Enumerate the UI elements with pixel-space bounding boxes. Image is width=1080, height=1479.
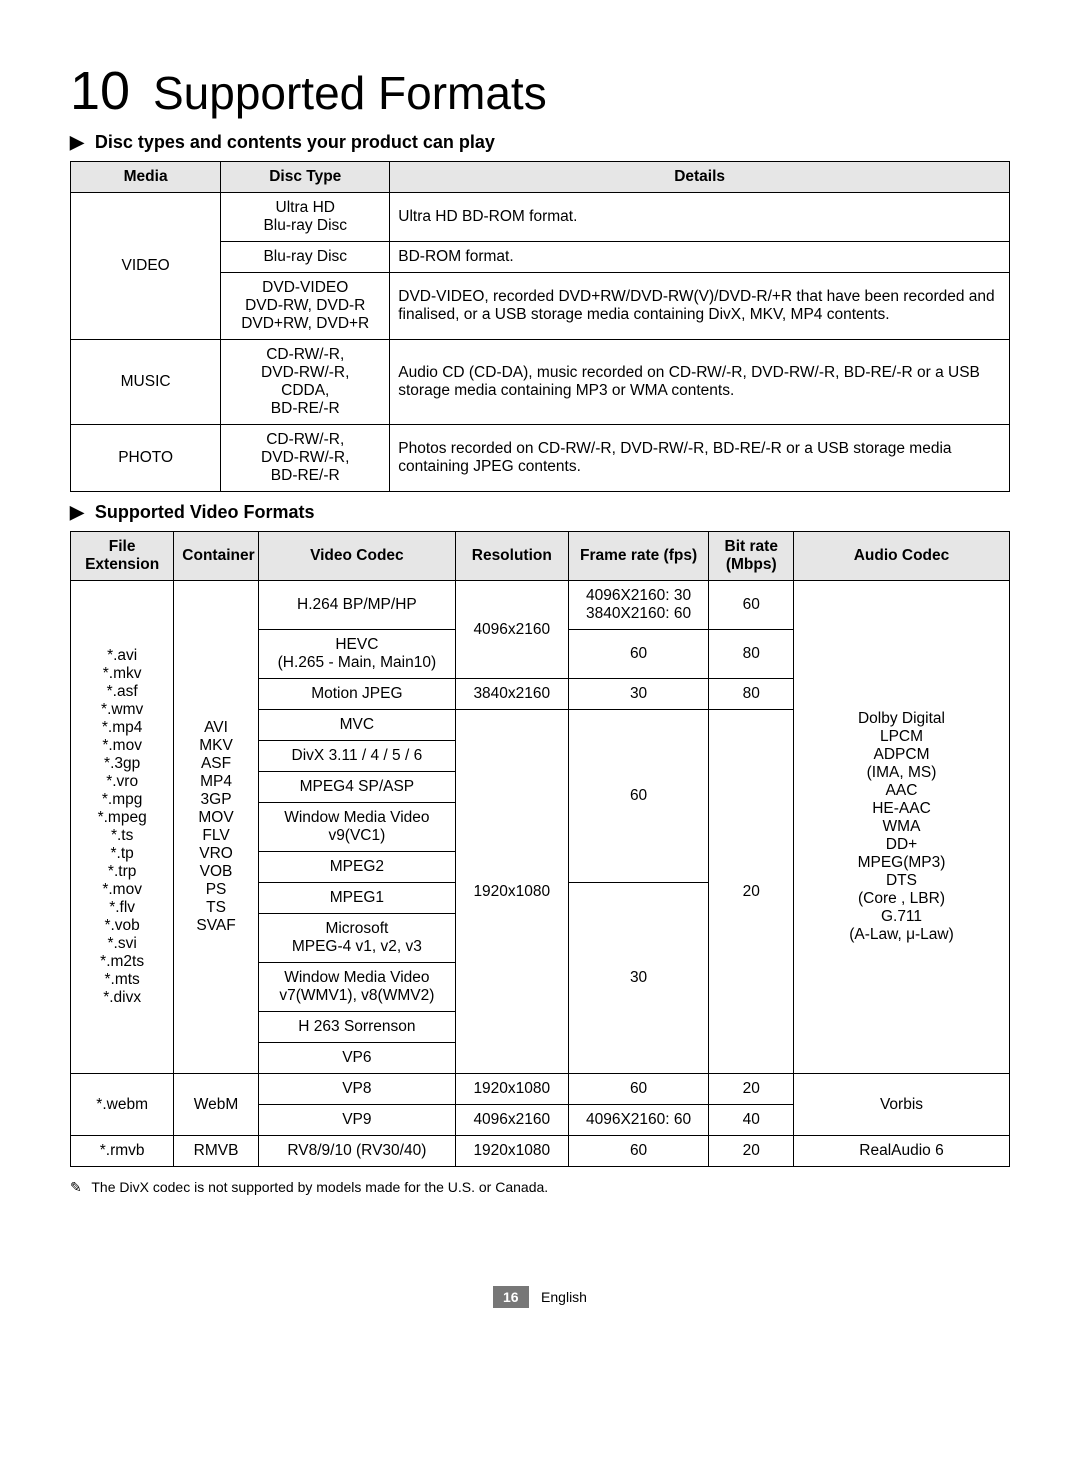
res-cell: 1920x1080 bbox=[455, 1136, 568, 1167]
res-cell: 3840x2160 bbox=[455, 679, 568, 710]
detail-cell: Ultra HD BD-ROM format. bbox=[390, 193, 1010, 242]
th: File Extension bbox=[71, 532, 174, 581]
codec-cell: VP8 bbox=[258, 1074, 455, 1105]
container-cell: RMVB bbox=[174, 1136, 259, 1167]
footnote: ✎ The DivX codec is not supported by mod… bbox=[70, 1179, 1010, 1196]
media-cell: VIDEO bbox=[71, 193, 221, 340]
br-cell: 80 bbox=[709, 630, 794, 679]
page-footer: 16 English bbox=[70, 1286, 1010, 1308]
disc-subhead: ▶ Disc types and contents your product c… bbox=[70, 132, 1010, 153]
audio-cell: RealAudio 6 bbox=[793, 1136, 1009, 1167]
codec-cell: Window Media Videov9(VC1) bbox=[258, 803, 455, 852]
fps-cell: 4096X2160: 303840X2160: 60 bbox=[568, 581, 709, 630]
br-cell: 40 bbox=[709, 1105, 794, 1136]
page-title: 10 Supported Formats bbox=[70, 60, 1010, 122]
codec-cell: VP9 bbox=[258, 1105, 455, 1136]
video-heading: Supported Video Formats bbox=[95, 502, 315, 522]
th-media: Media bbox=[71, 162, 221, 193]
container-cell: WebM bbox=[174, 1074, 259, 1136]
section-title: Supported Formats bbox=[153, 67, 547, 119]
codec-cell: H.264 BP/MP/HP bbox=[258, 581, 455, 630]
triangle-icon: ▶ bbox=[70, 132, 84, 153]
detail-cell: DVD-VIDEO, recorded DVD+RW/DVD-RW(V)/DVD… bbox=[390, 273, 1010, 340]
res-cell: 4096x2160 bbox=[455, 1105, 568, 1136]
br-cell: 20 bbox=[709, 1074, 794, 1105]
fps-cell: 30 bbox=[568, 679, 709, 710]
codec-cell: HEVC(H.265 - Main, Main10) bbox=[258, 630, 455, 679]
th-details: Details bbox=[390, 162, 1010, 193]
br-cell: 60 bbox=[709, 581, 794, 630]
th: Bit rate (Mbps) bbox=[709, 532, 794, 581]
type-cell: DVD-VIDEODVD-RW, DVD-RDVD+RW, DVD+R bbox=[221, 273, 390, 340]
type-cell: CD-RW/-R,DVD-RW/-R,BD-RE/-R bbox=[221, 425, 390, 492]
video-subhead: ▶ Supported Video Formats bbox=[70, 502, 1010, 523]
codec-cell: DivX 3.11 / 4 / 5 / 6 bbox=[258, 741, 455, 772]
br-cell: 80 bbox=[709, 679, 794, 710]
codec-cell: MVC bbox=[258, 710, 455, 741]
codec-cell: Motion JPEG bbox=[258, 679, 455, 710]
section-number: 10 bbox=[70, 61, 130, 121]
note-icon: ✎ bbox=[70, 1179, 82, 1195]
detail-cell: BD-ROM format. bbox=[390, 242, 1010, 273]
fps-cell: 60 bbox=[568, 710, 709, 883]
detail-cell: Audio CD (CD-DA), music recorded on CD-R… bbox=[390, 340, 1010, 425]
triangle-icon: ▶ bbox=[70, 502, 84, 523]
th-type: Disc Type bbox=[221, 162, 390, 193]
fps-cell: 60 bbox=[568, 630, 709, 679]
codec-cell: Window Media Videov7(WMV1), v8(WMV2) bbox=[258, 963, 455, 1012]
codec-cell: MicrosoftMPEG-4 v1, v2, v3 bbox=[258, 914, 455, 963]
fps-cell: 4096X2160: 60 bbox=[568, 1105, 709, 1136]
media-cell: PHOTO bbox=[71, 425, 221, 492]
th: Resolution bbox=[455, 532, 568, 581]
res-cell: 4096x2160 bbox=[455, 581, 568, 679]
disc-heading: Disc types and contents your product can… bbox=[95, 132, 495, 152]
br-cell: 20 bbox=[709, 1136, 794, 1167]
disc-table: Media Disc Type Details VIDEOUltra HDBlu… bbox=[70, 161, 1010, 492]
type-cell: Ultra HDBlu-ray Disc bbox=[221, 193, 390, 242]
codec-cell: VP6 bbox=[258, 1043, 455, 1074]
audio-cell: Dolby DigitalLPCMADPCM(IMA, MS)AACHE-AAC… bbox=[793, 581, 1009, 1074]
ext-cell: *.avi*.mkv*.asf*.wmv*.mp4*.mov*.3gp*.vro… bbox=[71, 581, 174, 1074]
th: Video Codec bbox=[258, 532, 455, 581]
codec-cell: MPEG4 SP/ASP bbox=[258, 772, 455, 803]
th: Container bbox=[174, 532, 259, 581]
page-number: 16 bbox=[493, 1286, 529, 1308]
codec-cell: RV8/9/10 (RV30/40) bbox=[258, 1136, 455, 1167]
fps-cell: 60 bbox=[568, 1136, 709, 1167]
th: Audio Codec bbox=[793, 532, 1009, 581]
codec-cell: MPEG2 bbox=[258, 852, 455, 883]
note-text: The DivX codec is not supported by model… bbox=[91, 1179, 548, 1195]
br-cell: 20 bbox=[709, 710, 794, 1074]
codec-cell: MPEG1 bbox=[258, 883, 455, 914]
audio-cell: Vorbis bbox=[793, 1074, 1009, 1136]
detail-cell: Photos recorded on CD-RW/-R, DVD-RW/-R, … bbox=[390, 425, 1010, 492]
fps-cell: 60 bbox=[568, 1074, 709, 1105]
ext-cell: *.rmvb bbox=[71, 1136, 174, 1167]
codec-cell: H 263 Sorrenson bbox=[258, 1012, 455, 1043]
type-cell: Blu-ray Disc bbox=[221, 242, 390, 273]
th: Frame rate (fps) bbox=[568, 532, 709, 581]
fps-cell: 30 bbox=[568, 883, 709, 1074]
ext-cell: *.webm bbox=[71, 1074, 174, 1136]
page-language: English bbox=[541, 1289, 587, 1305]
res-cell: 1920x1080 bbox=[455, 1074, 568, 1105]
video-table: File ExtensionContainerVideo CodecResolu… bbox=[70, 531, 1010, 1167]
container-cell: AVIMKVASFMP43GPMOVFLVVROVOBPSTSSVAF bbox=[174, 581, 259, 1074]
media-cell: MUSIC bbox=[71, 340, 221, 425]
res-cell: 1920x1080 bbox=[455, 710, 568, 1074]
type-cell: CD-RW/-R,DVD-RW/-R,CDDA,BD-RE/-R bbox=[221, 340, 390, 425]
